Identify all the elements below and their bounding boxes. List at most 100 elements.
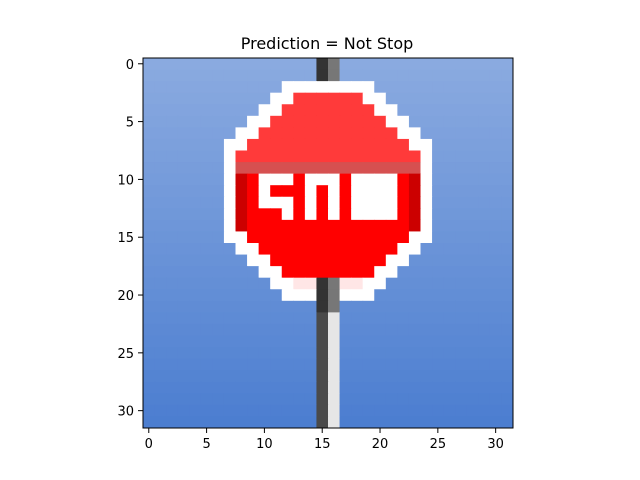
pixel [166,300,179,313]
pixel [397,370,410,383]
pixel [143,185,156,198]
pixel [166,289,179,302]
pixel [200,266,213,279]
pixel [223,173,237,186]
pixel [316,173,329,186]
pixel [351,196,364,209]
pixel [293,393,306,406]
pixel [166,162,179,175]
pixel [293,219,306,232]
pixel [212,381,225,394]
axes-frame [142,57,514,429]
pixel [200,347,213,360]
pixel [235,173,248,186]
pixel [374,92,387,105]
pixel [270,254,283,267]
pixel [223,347,237,360]
pixel [200,393,213,406]
pixel [443,185,456,198]
pixel [408,381,422,394]
pixel [351,127,364,140]
pixel [143,104,156,117]
pixel [351,138,364,152]
pixel [293,289,306,302]
pixel [258,416,271,429]
pixel [177,185,190,198]
pixel [316,323,329,337]
pixel [489,138,502,152]
pixel [154,266,167,279]
pixel [501,370,514,383]
pixel [408,312,422,325]
pixel [235,393,248,406]
pixel [339,335,352,348]
pixel [351,404,364,417]
pixel [351,266,364,279]
pixel [420,173,433,186]
pixel [189,185,202,198]
pixel [397,138,410,152]
pixel [212,404,225,417]
pixel [247,150,260,163]
pixel [177,196,190,209]
pixel [501,277,514,290]
pixel [200,289,213,302]
pixel [478,381,491,394]
pixel [270,196,283,209]
pixel [478,335,491,348]
pixel [316,381,329,394]
pixel [351,243,364,256]
pixel [200,404,213,417]
pixel [212,243,225,256]
pixel [247,289,260,302]
pixel [443,58,456,71]
pixel [432,335,445,348]
pixel [362,323,375,337]
pixel [212,277,225,290]
pixel [408,185,422,198]
pixel [247,312,260,325]
pixel [420,208,433,221]
pixel [328,370,341,383]
pixel [478,127,491,140]
pixel [339,347,352,360]
pixel [420,219,433,232]
pixel [270,81,283,94]
pixel [466,254,479,267]
pixel [166,254,179,267]
pixel [293,266,306,279]
pixel [293,138,306,152]
pixel [258,370,271,383]
pixel [177,312,190,325]
pixel [235,150,248,163]
pixel [143,162,156,175]
pixel [489,416,502,429]
pixel [189,323,202,337]
pixel [339,231,352,244]
pixel [374,416,387,429]
pixel [166,335,179,348]
pixel [351,185,364,198]
pixel [432,92,445,105]
pixel [200,300,213,313]
pixel [154,358,167,371]
pixel [443,92,456,105]
pixel [143,138,156,152]
pixel [258,208,271,221]
pixel [385,81,398,94]
pixel [420,69,433,82]
pixel [143,300,156,313]
pixel [304,393,317,406]
pixel [408,404,422,417]
pixel [408,92,422,105]
pixel [177,254,190,267]
pixel [478,404,491,417]
pixel [339,185,352,198]
pixel [455,185,468,198]
pixel [339,404,352,417]
pixel [466,127,479,140]
pixel [200,127,213,140]
pixel [362,243,375,256]
pixel [143,335,156,348]
